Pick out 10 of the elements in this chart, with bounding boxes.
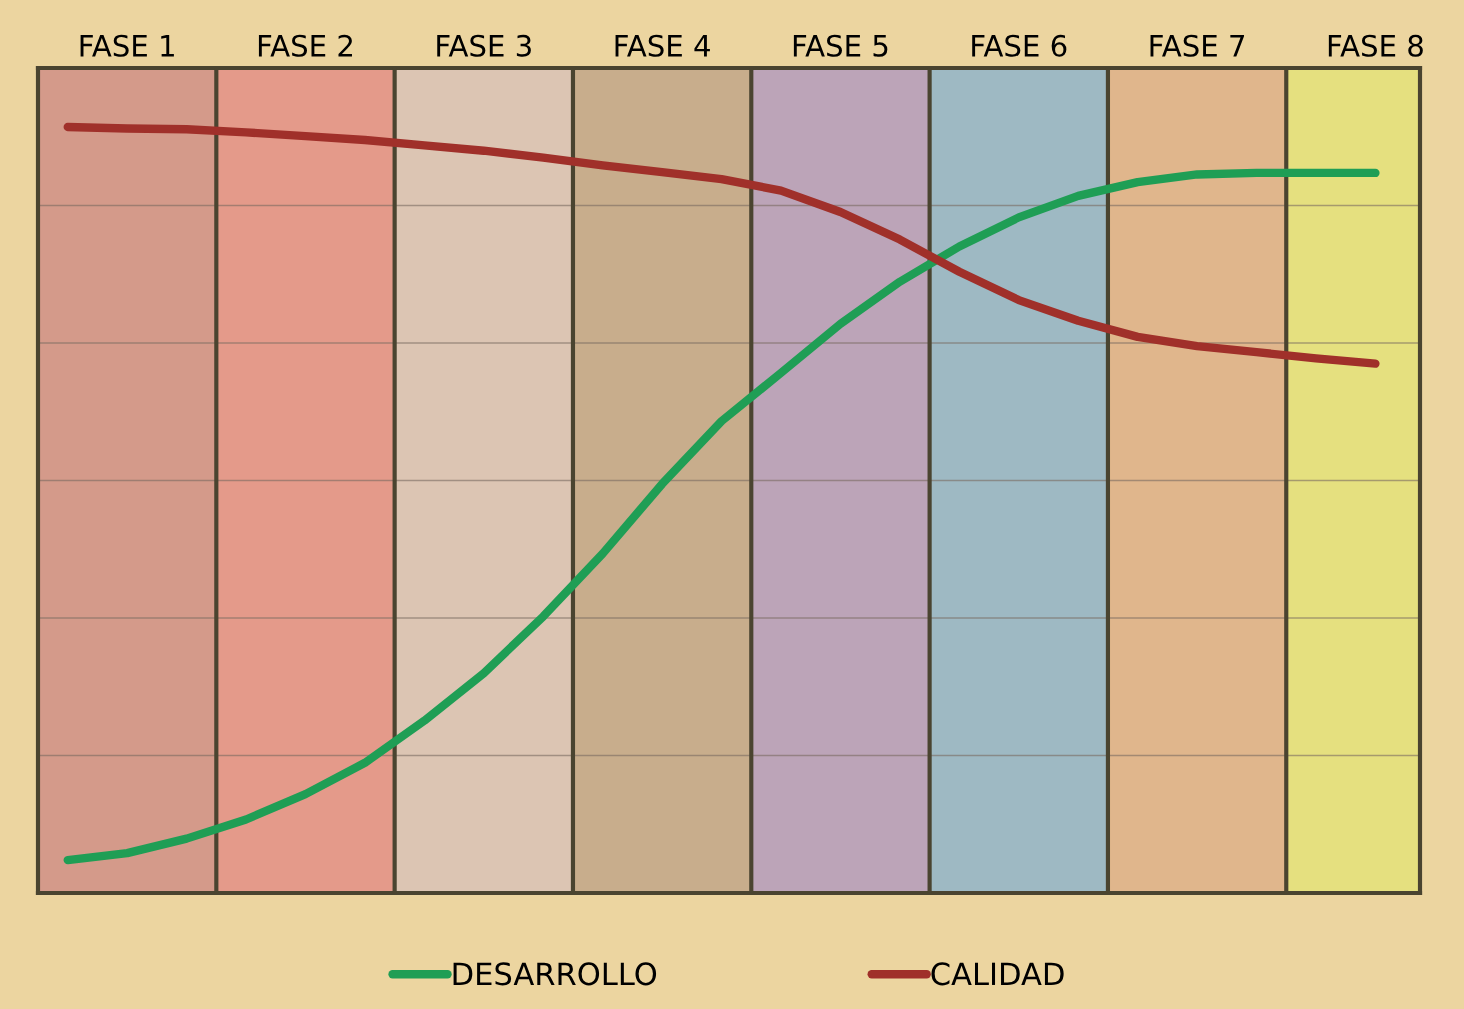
x-tick-label: FASE 4 bbox=[615, 34, 710, 57]
x-tick-label: FASE 1 bbox=[80, 34, 174, 57]
x-tick-label: FASE 5 bbox=[793, 34, 888, 57]
x-tick-label: FASE 7 bbox=[1150, 34, 1245, 57]
x-tick-label: FASE 8 bbox=[1328, 34, 1423, 57]
legend-label: DESARROLLO bbox=[453, 962, 657, 986]
x-tick-label: FASE 6 bbox=[972, 34, 1067, 57]
x-tick-label: FASE 2 bbox=[258, 34, 352, 57]
x-tick-label: FASE 3 bbox=[437, 34, 531, 57]
legend-label: CALIDAD bbox=[931, 962, 1064, 986]
